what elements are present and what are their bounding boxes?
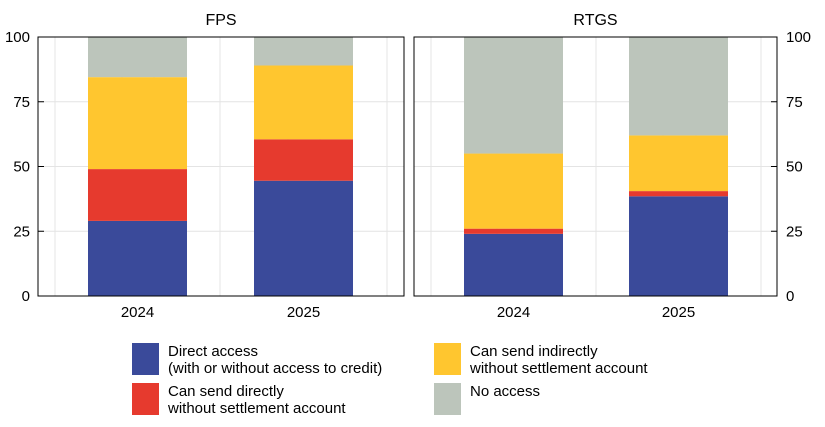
- fps-x-tick-2024: 2024: [121, 304, 154, 321]
- right-y-tick-50: 50: [786, 159, 803, 176]
- legend-item-send-indirect: Can send indirectly without settlement a…: [434, 343, 648, 377]
- fps-title: FPS: [205, 12, 236, 29]
- rtgs-bar-2024-send-direct: [464, 228, 563, 234]
- fps-bar-2024-send-direct: [88, 169, 187, 221]
- legend-swatch-no-access: [434, 383, 461, 415]
- fps-x-tick-2025: 2025: [287, 304, 320, 321]
- rtgs-bar-2025-no-access: [629, 37, 728, 136]
- legend-label-send-direct: Can send directly without settlement acc…: [168, 383, 346, 417]
- rtgs-bar-2025-direct: [629, 196, 728, 296]
- rtgs-bar-2024-no-access: [464, 37, 563, 154]
- fps-bar-2025-direct: [254, 180, 353, 296]
- fps-bar-2025-no-access: [254, 37, 353, 66]
- left-y-tick-75: 75: [13, 94, 30, 111]
- right-y-tick-25: 25: [786, 223, 803, 240]
- fps-bar-2024-no-access: [88, 37, 187, 78]
- rtgs-x-tick-2025: 2025: [662, 304, 695, 321]
- legend-item-direct: Direct access (with or without access to…: [132, 343, 382, 377]
- fps-bar-2024-send-indirect: [88, 77, 187, 170]
- left-y-tick-100: 100: [5, 29, 30, 46]
- legend-label-direct: Direct access (with or without access to…: [168, 343, 383, 377]
- legend-swatch-send-indirect: [434, 343, 461, 375]
- rtgs-bar-2024-send-indirect: [464, 153, 563, 229]
- legend: Direct access (with or without access to…: [0, 340, 825, 427]
- legend-swatch-direct: [132, 343, 159, 375]
- rtgs-x-tick-2024: 2024: [497, 304, 530, 321]
- rtgs-bar-2025-send-indirect: [629, 135, 728, 192]
- legend-label-no-access: No access: [470, 383, 541, 400]
- legend-swatch-send-direct: [132, 383, 159, 415]
- fps-bar-2025-send-direct: [254, 139, 353, 181]
- right-y-tick-0: 0: [786, 288, 794, 305]
- fps-bar-2025-send-indirect: [254, 65, 353, 140]
- left-y-tick-25: 25: [13, 223, 30, 240]
- right-y-tick-75: 75: [786, 94, 803, 111]
- legend-item-no-access: No access: [434, 383, 540, 415]
- legend-label-send-indirect: Can send indirectly without settlement a…: [470, 343, 648, 377]
- rtgs-bar-2025-send-direct: [629, 191, 728, 197]
- rtgs-title: RTGS: [573, 12, 617, 29]
- legend-item-send-direct: Can send directly without settlement acc…: [132, 383, 346, 417]
- right-y-tick-100: 100: [786, 29, 811, 46]
- left-y-tick-0: 0: [22, 288, 30, 305]
- fps-bar-2024-direct: [88, 220, 187, 296]
- left-y-tick-50: 50: [13, 159, 30, 176]
- rtgs-bar-2024-direct: [464, 233, 563, 296]
- chart-area: 2024 2025 FPS 2024 2025 RTGS 0 0 25 25 50 50 75 75 100…: [5, 12, 811, 321]
